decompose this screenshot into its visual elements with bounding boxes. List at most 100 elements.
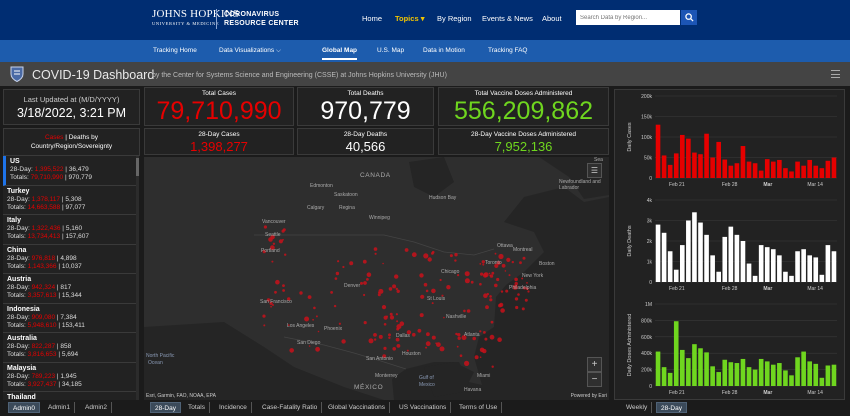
case-dot[interactable] xyxy=(349,261,354,266)
zoom-in-button[interactable]: + xyxy=(587,357,602,372)
case-dot[interactable] xyxy=(282,238,284,241)
case-dot[interactable] xyxy=(439,278,442,282)
case-dot[interactable] xyxy=(506,257,511,262)
case-dot[interactable] xyxy=(317,330,320,333)
chart-bar[interactable] xyxy=(667,164,673,178)
case-dot[interactable] xyxy=(511,260,514,264)
case-dot[interactable] xyxy=(307,295,312,299)
chart-bar[interactable] xyxy=(679,245,685,282)
chart-bar[interactable] xyxy=(728,165,734,178)
chart-bar[interactable] xyxy=(795,161,800,178)
chart-bar[interactable] xyxy=(692,212,697,282)
chart-bar[interactable] xyxy=(698,348,703,386)
case-dot[interactable] xyxy=(382,354,387,358)
chart-bar[interactable] xyxy=(698,154,703,178)
chart-bar[interactable] xyxy=(752,275,758,282)
chart-bar[interactable] xyxy=(716,141,721,178)
case-dot[interactable] xyxy=(315,315,318,318)
case-dot[interactable] xyxy=(427,257,432,262)
case-dot[interactable] xyxy=(282,289,285,292)
chart-bar[interactable] xyxy=(728,362,734,386)
chart-bar[interactable] xyxy=(692,344,697,386)
tab-case-fatality-ratio[interactable]: Case-Fatality Ratio xyxy=(258,402,323,413)
case-dot[interactable] xyxy=(272,242,276,245)
case-dot[interactable] xyxy=(333,304,337,308)
case-dot[interactable] xyxy=(368,338,374,344)
chart-bar[interactable] xyxy=(740,241,746,282)
search-button[interactable] xyxy=(681,10,697,25)
case-dot[interactable] xyxy=(304,316,310,322)
case-dot[interactable] xyxy=(423,282,428,287)
case-dot[interactable] xyxy=(274,290,277,294)
case-dot[interactable] xyxy=(338,322,341,325)
case-dot[interactable] xyxy=(494,252,497,255)
case-dot[interactable] xyxy=(484,337,488,341)
chart-bar[interactable] xyxy=(819,377,825,386)
country-list-scrollbar[interactable] xyxy=(136,156,139,400)
case-dot[interactable] xyxy=(411,252,417,258)
case-dot[interactable] xyxy=(395,287,398,291)
case-dot[interactable] xyxy=(497,337,502,342)
case-dot[interactable] xyxy=(272,304,274,306)
case-dot[interactable] xyxy=(378,334,383,339)
chart-bar[interactable] xyxy=(758,358,764,386)
case-dot[interactable] xyxy=(431,288,436,294)
case-dot[interactable] xyxy=(457,333,461,337)
case-dot[interactable] xyxy=(419,313,424,318)
case-dot[interactable] xyxy=(271,260,274,263)
case-dot[interactable] xyxy=(262,250,266,254)
case-dot[interactable] xyxy=(490,320,494,324)
case-dot[interactable] xyxy=(396,320,399,323)
case-dot[interactable] xyxy=(435,342,437,344)
chart-bar[interactable] xyxy=(734,163,740,178)
country-row[interactable]: Italy 28-Day: 1,322,436 | 5,160 Totals: 13… xyxy=(3,215,139,245)
chart-bar[interactable] xyxy=(734,363,740,386)
case-dot[interactable] xyxy=(485,305,489,310)
case-dot[interactable] xyxy=(479,330,482,333)
chart-bar[interactable] xyxy=(807,361,812,386)
case-dot[interactable] xyxy=(526,282,528,284)
case-dot[interactable] xyxy=(500,290,504,293)
case-dot[interactable] xyxy=(389,312,393,316)
global-map[interactable]: Sea CANADA MÉXICO Edmonton Calgary Vanco… xyxy=(144,157,609,400)
case-dot[interactable] xyxy=(514,277,518,282)
chart-bar[interactable] xyxy=(770,161,776,178)
case-dot[interactable] xyxy=(363,321,367,325)
nav-by-region[interactable]: By Region xyxy=(437,14,472,23)
chart-bar[interactable] xyxy=(679,349,685,386)
country-row[interactable]: US 28-Day: 1,395,522 | 36,479 Totals: 79,7… xyxy=(3,156,139,186)
chart-bar[interactable] xyxy=(783,168,788,178)
case-dot[interactable] xyxy=(489,298,493,302)
chart-bar[interactable] xyxy=(716,372,721,386)
case-dot[interactable] xyxy=(479,356,482,358)
case-dot[interactable] xyxy=(521,307,525,311)
chart-bar[interactable] xyxy=(692,152,697,178)
tab-chart-28-day[interactable]: 28-Day xyxy=(656,402,687,413)
chart-bar[interactable] xyxy=(777,255,782,282)
map-powered-by[interactable]: Powered by Esri xyxy=(570,393,607,399)
case-dot[interactable] xyxy=(262,314,266,318)
case-dot[interactable] xyxy=(392,284,397,289)
chart-bar[interactable] xyxy=(667,251,673,282)
case-dot[interactable] xyxy=(489,334,495,340)
case-dot[interactable] xyxy=(463,309,466,313)
chart-bar[interactable] xyxy=(764,247,770,282)
case-dot[interactable] xyxy=(425,289,429,293)
case-dot[interactable] xyxy=(514,297,519,301)
case-dot[interactable] xyxy=(404,248,409,252)
nav-about[interactable]: About xyxy=(542,14,562,23)
chart-bar[interactable] xyxy=(807,255,812,282)
case-dot[interactable] xyxy=(483,293,488,298)
nav-topics[interactable]: Topics ▾ xyxy=(395,14,425,23)
chart-bar[interactable] xyxy=(813,257,819,282)
chart-bar[interactable] xyxy=(795,357,800,386)
chart-bar[interactable] xyxy=(789,375,794,386)
chart-bar[interactable] xyxy=(831,364,837,386)
tab-28-day[interactable]: 28-Day xyxy=(150,402,181,413)
chart-bar[interactable] xyxy=(746,263,752,282)
case-dot[interactable] xyxy=(363,293,366,297)
case-dot[interactable] xyxy=(500,308,505,313)
case-dot[interactable] xyxy=(425,346,428,349)
case-dot[interactable] xyxy=(263,225,267,229)
zoom-out-button[interactable]: − xyxy=(587,372,602,387)
